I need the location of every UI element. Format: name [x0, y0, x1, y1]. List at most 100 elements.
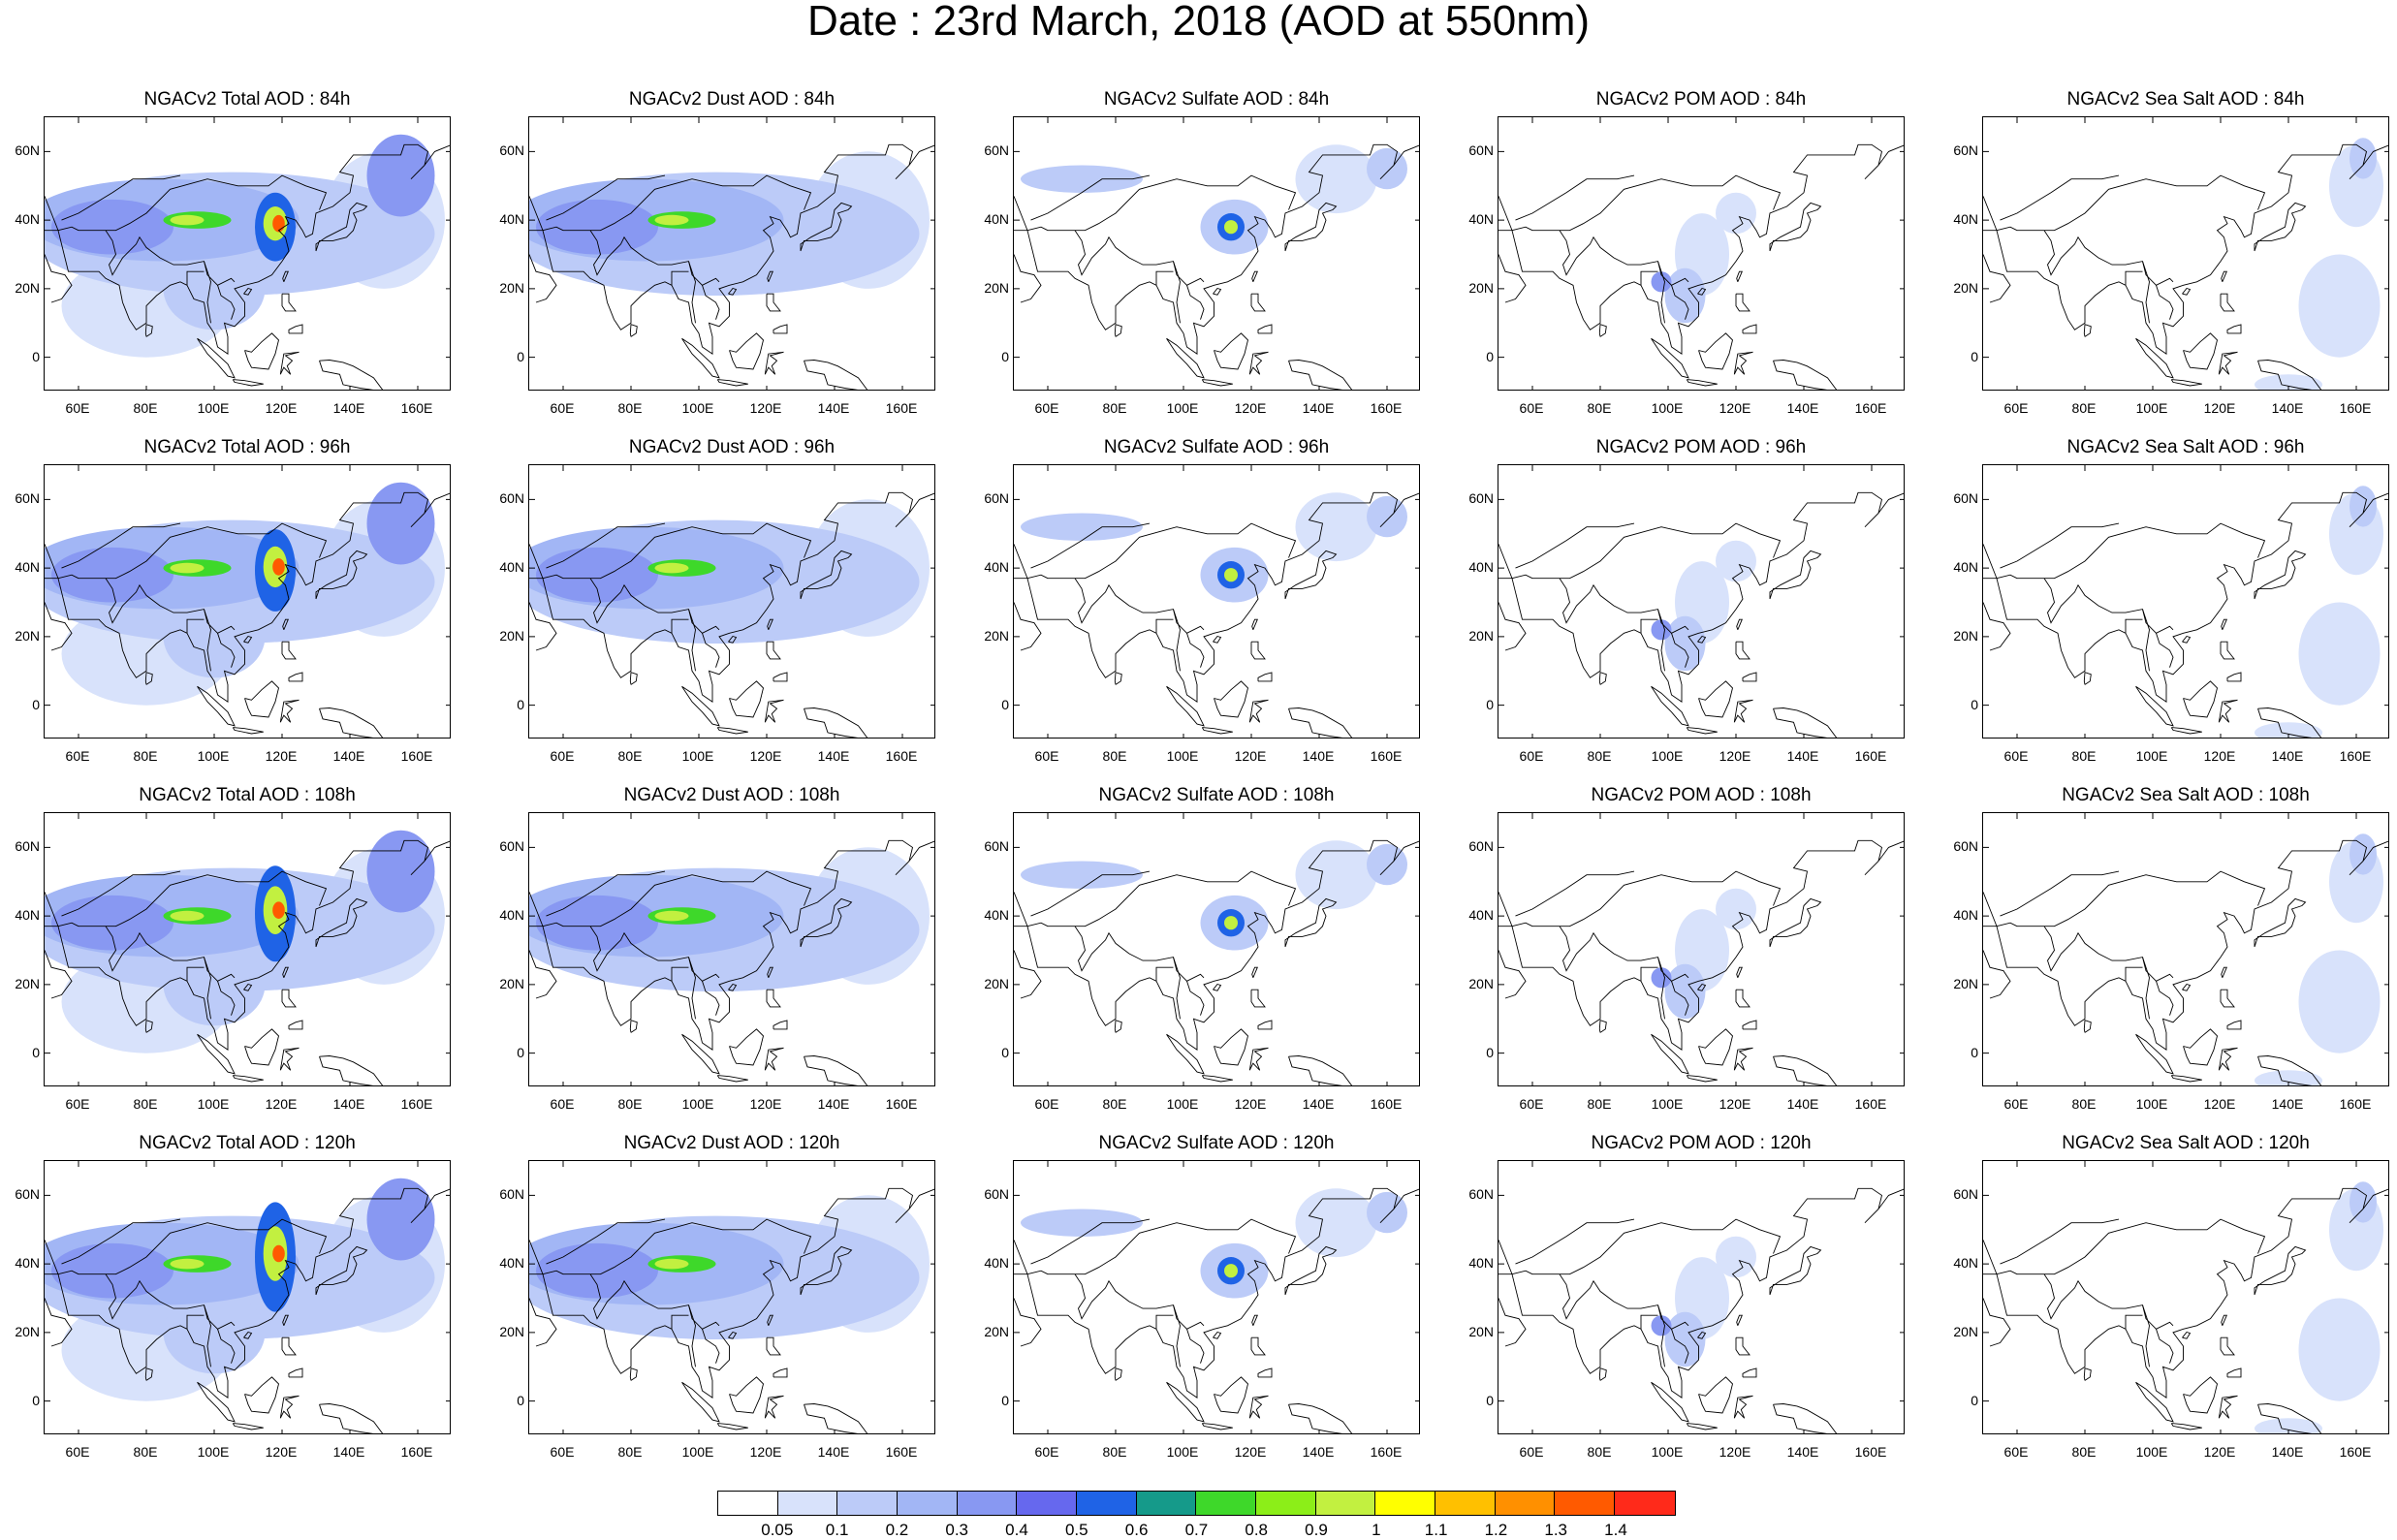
lon-tick-label: 80E — [1587, 1096, 1612, 1112]
panel-title-pom-108h: NGACv2 POM AOD : 108h — [1591, 785, 1812, 805]
lat-tick-label: 0 — [1486, 348, 1494, 364]
lon-tick-label: 120E — [749, 1096, 782, 1112]
lat-tick-label: 60N — [15, 838, 40, 855]
lat-tick-label: 60N — [984, 490, 1009, 507]
lon-tick-label: 100E — [1651, 748, 1684, 764]
lat-tick-label: 0 — [1001, 348, 1009, 364]
lon-tick-label: 80E — [133, 748, 158, 764]
lon-tick-label: 120E — [265, 748, 298, 764]
lon-tick-label: 80E — [133, 1096, 158, 1112]
lon-tick-label: 120E — [1234, 400, 1267, 416]
lat-tick-label: 60N — [499, 490, 524, 507]
lat-tick-label: 20N — [1953, 627, 1978, 644]
lat-tick-label: 60N — [1468, 490, 1494, 507]
lon-tick-label: 100E — [2135, 400, 2168, 416]
map-panel-sulfate-84h — [1013, 116, 1420, 391]
lon-tick-label: 100E — [681, 400, 714, 416]
colorbar-swatch — [1315, 1492, 1376, 1515]
lat-tick-label: 40N — [1468, 1255, 1494, 1272]
panel-title-total-84h: NGACv2 Total AOD : 84h — [143, 89, 351, 110]
panel-title-seasalt-120h: NGACv2 Sea Salt AOD : 120h — [2062, 1133, 2310, 1153]
colorbar-level-label: 1.1 — [1424, 1521, 1448, 1539]
lat-tick-label: 20N — [984, 975, 1009, 991]
lon-tick-label: 140E — [332, 1096, 365, 1112]
lat-tick-label: 0 — [1486, 696, 1494, 712]
lat-tick-label: 60N — [499, 838, 524, 855]
lon-tick-label: 160E — [885, 400, 918, 416]
lon-tick-label: 160E — [2339, 748, 2372, 764]
lon-tick-label: 80E — [133, 1444, 158, 1460]
lat-tick-label: 60N — [1468, 1186, 1494, 1203]
lat-tick-label: 60N — [15, 142, 40, 159]
lat-tick-label: 20N — [1468, 279, 1494, 296]
lat-tick-label: 40N — [1468, 907, 1494, 924]
lon-tick-label: 60E — [1519, 1096, 1544, 1112]
lon-tick-label: 60E — [1519, 1444, 1544, 1460]
panel-title-pom-84h: NGACv2 POM AOD : 84h — [1595, 89, 1807, 110]
colorbar-swatch — [1495, 1492, 1556, 1515]
colorbar-swatch — [1196, 1492, 1257, 1515]
lon-tick-label: 60E — [1034, 400, 1059, 416]
lat-tick-label: 20N — [499, 627, 524, 644]
map-panel-dust-120h — [528, 1160, 935, 1434]
lat-tick-label: 40N — [1953, 907, 1978, 924]
colorbar-swatch — [1555, 1492, 1616, 1515]
colorbar-swatch — [1017, 1492, 1078, 1515]
lat-tick-label: 60N — [1468, 838, 1494, 855]
map-panel-sulfate-120h — [1013, 1160, 1420, 1434]
lat-tick-label: 40N — [1953, 559, 1978, 576]
lon-tick-label: 160E — [1854, 1096, 1887, 1112]
lon-tick-label: 100E — [1166, 1096, 1199, 1112]
lon-tick-label: 100E — [197, 1096, 230, 1112]
lat-tick-label: 20N — [1953, 1323, 1978, 1339]
colorbar-swatch — [718, 1492, 778, 1515]
lat-tick-label: 60N — [1468, 142, 1494, 159]
lon-tick-label: 160E — [400, 400, 433, 416]
lon-tick-label: 60E — [550, 400, 575, 416]
lat-tick-label: 60N — [15, 1186, 40, 1203]
lon-tick-label: 140E — [2271, 400, 2304, 416]
lon-tick-label: 100E — [681, 748, 714, 764]
colorbar-swatch — [898, 1492, 958, 1515]
colorbar-level-label: 0.5 — [1064, 1521, 1088, 1539]
lat-tick-label: 0 — [517, 1392, 524, 1408]
lon-tick-label: 140E — [332, 748, 365, 764]
colorbar-level-label: 0.4 — [1005, 1521, 1028, 1539]
lat-tick-label: 0 — [1486, 1044, 1494, 1060]
lon-tick-label: 140E — [2271, 1096, 2304, 1112]
lon-tick-label: 60E — [2003, 400, 2029, 416]
colorbar-level-label: 0.6 — [1124, 1521, 1149, 1539]
lon-tick-label: 120E — [2203, 1444, 2236, 1460]
lat-tick-label: 60N — [984, 838, 1009, 855]
lon-tick-label: 120E — [749, 1444, 782, 1460]
lat-tick-label: 0 — [32, 696, 40, 712]
lon-tick-label: 160E — [1854, 748, 1887, 764]
colorbar-level-label: 0.3 — [945, 1521, 968, 1539]
lon-tick-label: 140E — [2271, 1444, 2304, 1460]
lon-tick-label: 120E — [2203, 1096, 2236, 1112]
lat-tick-label: 40N — [499, 907, 524, 924]
map-panel-seasalt-120h — [1982, 1160, 2389, 1434]
panel-title-pom-96h: NGACv2 POM AOD : 96h — [1595, 437, 1807, 457]
map-panel-sulfate-108h — [1013, 812, 1420, 1086]
lon-tick-label: 160E — [1370, 1444, 1403, 1460]
lat-tick-label: 60N — [1953, 490, 1978, 507]
lat-tick-label: 40N — [15, 559, 40, 576]
map-panel-seasalt-108h — [1982, 812, 2389, 1086]
lon-tick-label: 100E — [197, 400, 230, 416]
lon-tick-label: 80E — [1587, 400, 1612, 416]
map-panel-total-120h — [44, 1160, 451, 1434]
lat-tick-label: 20N — [1468, 975, 1494, 991]
lat-tick-label: 40N — [1468, 559, 1494, 576]
lon-tick-label: 80E — [617, 400, 643, 416]
lon-tick-label: 100E — [681, 1096, 714, 1112]
panel-title-seasalt-108h: NGACv2 Sea Salt AOD : 108h — [2062, 785, 2310, 805]
lon-tick-label: 80E — [1587, 748, 1612, 764]
lat-tick-label: 60N — [1953, 1186, 1978, 1203]
panel-title-dust-84h: NGACv2 Dust AOD : 84h — [628, 89, 836, 110]
lon-tick-label: 140E — [817, 748, 850, 764]
lat-tick-label: 20N — [984, 1323, 1009, 1339]
lat-tick-label: 60N — [15, 490, 40, 507]
lon-tick-label: 140E — [817, 1096, 850, 1112]
panel-title-pom-120h: NGACv2 POM AOD : 120h — [1591, 1133, 1812, 1153]
